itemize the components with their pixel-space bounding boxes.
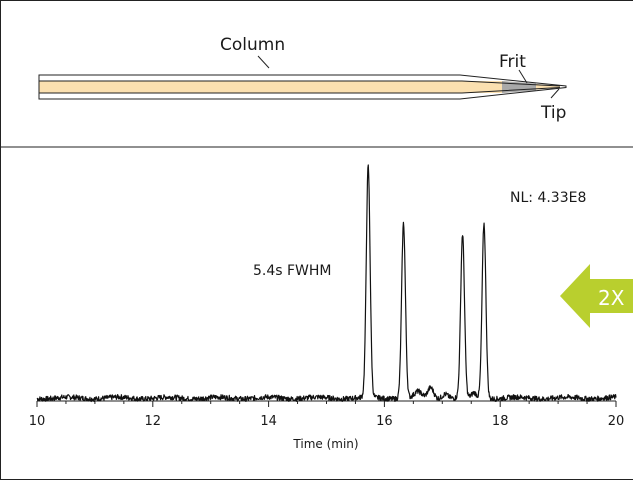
- fwhm-annotation: 5.4s FWHM: [253, 263, 332, 279]
- frit-label: Frit: [499, 52, 526, 72]
- column-label-leader: [258, 56, 269, 68]
- x-tick-label: 20: [608, 414, 625, 429]
- x-ticks: 10 12 14 16 18 20: [29, 401, 625, 429]
- nl-annotation: NL: 4.33E8: [510, 190, 586, 206]
- tip-label: Tip: [540, 103, 566, 123]
- x-tick-label: 18: [492, 414, 509, 429]
- chromatogram: 10 12 14 16 18 20 Time (min) NL: 4.33E8 5.4s …: [29, 165, 633, 451]
- x-axis-label: Time (min): [292, 437, 358, 451]
- x-tick-label: 16: [376, 414, 393, 429]
- zoom-indicator: 2X: [560, 264, 633, 328]
- x-tick-label: 12: [145, 414, 162, 429]
- x-tick-label: 14: [260, 414, 277, 429]
- zoom-label: 2X: [598, 286, 625, 310]
- column-packing: [39, 81, 560, 93]
- column-label: Column: [220, 35, 285, 55]
- x-tick-label: 10: [29, 414, 46, 429]
- column-diagram: Column Frit Tip: [39, 35, 566, 123]
- tip-label-leader: [551, 89, 559, 98]
